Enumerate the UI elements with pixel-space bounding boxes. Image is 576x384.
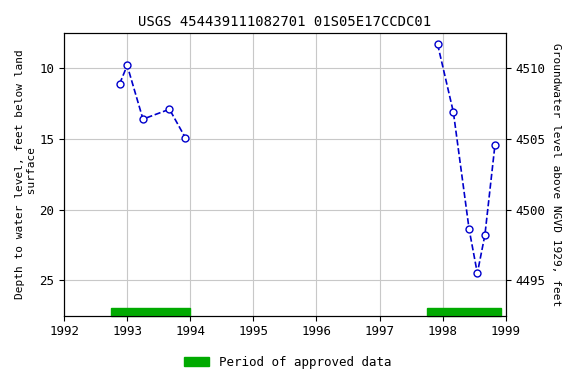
- Bar: [427, 308, 501, 316]
- Title: USGS 454439111082701 01S05E17CCDC01: USGS 454439111082701 01S05E17CCDC01: [138, 15, 431, 29]
- Legend: Period of approved data: Period of approved data: [179, 351, 397, 374]
- Bar: [111, 308, 190, 316]
- Y-axis label: Groundwater level above NGVD 1929, feet: Groundwater level above NGVD 1929, feet: [551, 43, 561, 306]
- Y-axis label: Depth to water level, feet below land
 surface: Depth to water level, feet below land su…: [15, 50, 37, 299]
